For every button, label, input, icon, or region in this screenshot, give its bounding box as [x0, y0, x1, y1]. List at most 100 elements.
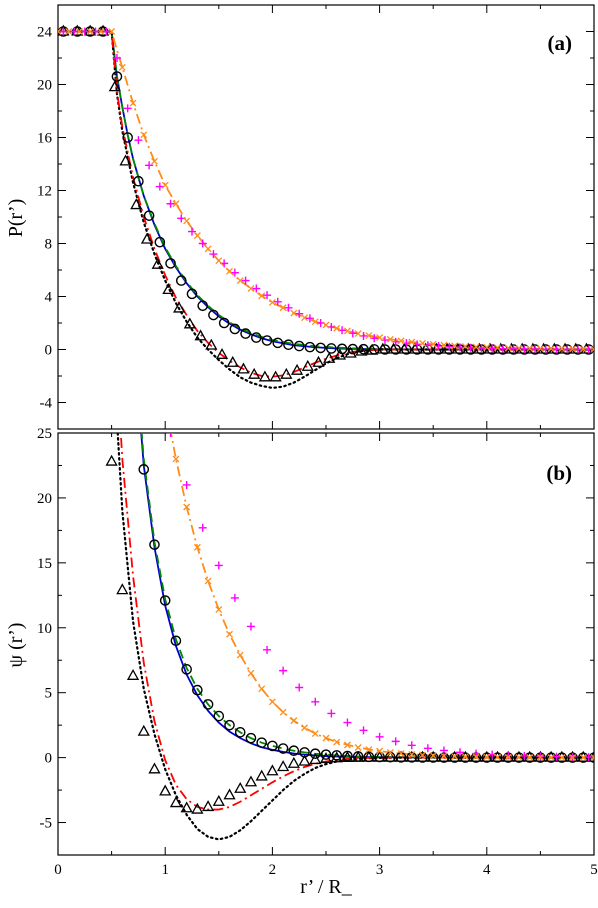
point-x: [343, 327, 351, 335]
point-plus: [263, 645, 272, 654]
point-plus: [230, 593, 239, 602]
point-circle: [272, 337, 284, 349]
point-x: [290, 717, 298, 725]
point-x: [290, 309, 298, 317]
point-x: [365, 746, 373, 754]
point-x: [343, 741, 351, 749]
point-plus: [198, 523, 207, 532]
point-triangle: [105, 454, 118, 466]
point-x: [494, 344, 501, 352]
point-x: [75, 28, 83, 35]
point-plus: [273, 297, 282, 306]
panel-b-frame: [57, 432, 595, 856]
point-plus: [423, 744, 432, 753]
point-plus: [520, 344, 529, 353]
panel-a-ylabel: P(r’): [5, 199, 27, 238]
point-x: [333, 324, 341, 332]
panel-a-frame: [57, 4, 595, 430]
point-triangle: [469, 750, 483, 762]
point-triangle: [301, 359, 314, 371]
point-triangle: [248, 367, 261, 379]
point-circle: [224, 719, 235, 731]
point-plus: [246, 622, 255, 631]
point-x: [483, 343, 491, 351]
point-triangle: [140, 232, 154, 244]
point-triangle: [341, 751, 354, 763]
point-plus: [198, 239, 207, 248]
point-x: [118, 63, 126, 71]
series-line-1: [58, 30, 594, 351]
point-triangle: [408, 342, 422, 354]
point-x: [354, 330, 362, 338]
y-tick-label: -5: [40, 816, 53, 832]
y-tick-label: 15: [37, 556, 52, 572]
point-plus: [327, 709, 336, 718]
point-triangle: [205, 338, 218, 350]
point-x: [483, 753, 491, 761]
x-tick-label: 5: [590, 862, 598, 878]
point-circle: [133, 175, 144, 187]
point-x: [172, 455, 180, 463]
point-circle: [218, 317, 230, 329]
point-plus: [536, 752, 545, 761]
point-x: [579, 345, 587, 353]
point-plus: [209, 250, 218, 259]
x-tick-label: 4: [483, 862, 491, 878]
point-plus: [279, 666, 288, 675]
point-circle: [143, 210, 155, 221]
point-x: [429, 340, 437, 348]
point-circle: [186, 288, 198, 300]
y-tick-label: 0: [45, 751, 53, 767]
point-x: [461, 753, 469, 761]
y-tick-label: 5: [45, 686, 53, 702]
point-circle: [304, 341, 316, 353]
point-triangle: [323, 351, 336, 363]
point-circle: [165, 258, 176, 269]
panel-b-xlabel: r’ / R_: [300, 876, 352, 898]
point-triangle: [333, 348, 347, 360]
point-triangle: [237, 362, 250, 374]
point-circle: [256, 737, 267, 748]
point-circle: [229, 323, 241, 335]
series-line-3: [119, 433, 594, 811]
point-triangle: [280, 367, 293, 379]
point-x: [376, 334, 384, 342]
point-triangle: [151, 257, 164, 269]
point-plus: [145, 161, 154, 170]
point-circle: [122, 132, 133, 143]
point-plus: [584, 345, 593, 354]
point-x: [365, 332, 373, 340]
point-triangle: [502, 750, 515, 762]
point-plus: [488, 344, 497, 353]
point-triangle: [427, 750, 440, 762]
point-plus: [343, 718, 352, 727]
point-x: [440, 752, 448, 760]
point-plus: [466, 343, 475, 352]
point-x: [247, 669, 255, 677]
point-x: [301, 724, 309, 732]
panel-b: 0 1 2 3 4 5 -5 0 5 10 15 20 25 (b) ψ (r’) r’ / R_: [5, 426, 598, 898]
point-circle: [331, 750, 343, 761]
point-x: [408, 338, 416, 346]
point-x: [311, 730, 319, 738]
point-x: [183, 217, 191, 225]
point-circle: [154, 236, 166, 248]
point-triangle: [137, 724, 150, 736]
point-triangle: [491, 750, 504, 762]
point-plus: [573, 345, 582, 354]
x-tick-label: 3: [376, 862, 384, 878]
point-triangle: [226, 355, 239, 367]
point-triangle: [119, 154, 132, 166]
point-x: [515, 753, 523, 761]
point-plus: [456, 343, 464, 352]
point-x: [311, 318, 319, 326]
point-x: [247, 285, 255, 293]
point-x: [204, 245, 212, 253]
point-x: [461, 342, 469, 350]
point-circle: [149, 539, 160, 550]
y-tick-label: 20: [37, 78, 52, 94]
point-plus: [102, 27, 111, 36]
point-plus: [541, 345, 550, 354]
point-triangle: [201, 800, 215, 812]
point-plus: [391, 737, 400, 746]
